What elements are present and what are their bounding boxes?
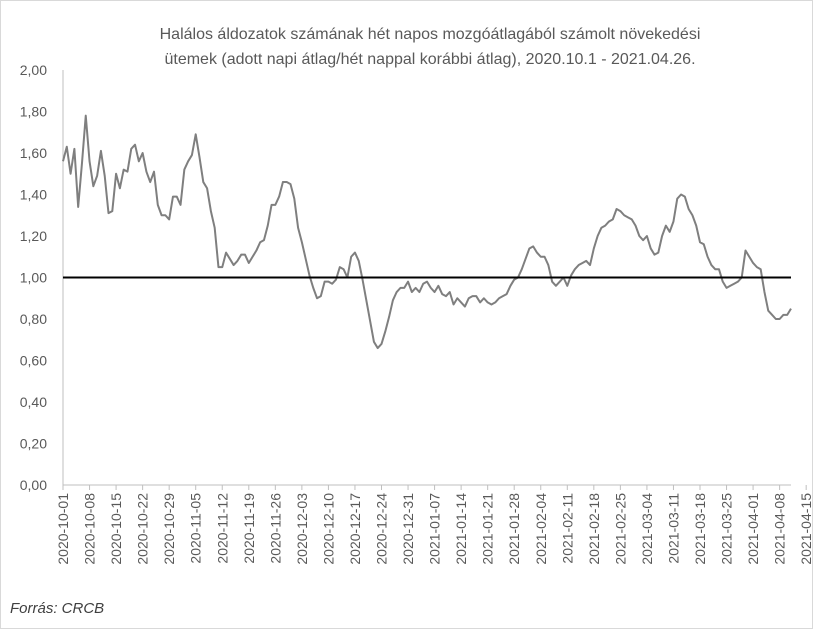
series-line: [62, 114, 792, 350]
x-tick-label: 2021-02-18: [586, 493, 602, 565]
y-tick-label: 0,80: [20, 311, 47, 327]
y-tick-label: 1,60: [20, 145, 47, 161]
x-tick-label: 2020-11-05: [188, 493, 204, 564]
x-tick-label: 2020-11-12: [214, 493, 230, 564]
y-tick-label: 0,20: [20, 436, 47, 452]
x-tick-label: 2020-10-01: [55, 493, 71, 565]
x-tick-label: 2020-12-10: [320, 493, 336, 565]
x-tick-label: 2020-12-03: [294, 493, 310, 565]
x-tick-label: 2020-10-08: [82, 493, 98, 565]
x-tick-label: 2021-04-15: [798, 493, 813, 565]
x-tick-label: 2020-12-31: [400, 493, 416, 565]
x-tick-label: 2020-11-19: [241, 493, 257, 564]
x-tick-label: 2021-03-18: [692, 493, 708, 565]
source-note: Forrás: CRCB: [10, 600, 105, 617]
x-tick-label: 2021-02-25: [612, 493, 628, 565]
x-tick-label: 2021-01-07: [427, 493, 443, 565]
y-tick-label: 1,80: [20, 104, 47, 120]
x-tick-label: 2020-10-15: [108, 493, 124, 565]
x-tick-label: 2021-04-01: [745, 493, 761, 565]
x-tick-label: 2020-11-26: [267, 493, 283, 564]
x-tick-label: 2021-01-21: [480, 493, 496, 565]
chart-title: Halálos áldozatok számának hét napos moz…: [60, 22, 800, 72]
chart-title-line-1: Halálos áldozatok számának hét napos moz…: [159, 26, 701, 43]
y-tick-label: 1,20: [20, 228, 47, 244]
y-tick-label: 0,60: [20, 353, 47, 369]
x-tick-label: 2021-03-11: [665, 493, 681, 564]
chart-title-line-2: ütemek (adott napi átlag/hét nappal korá…: [164, 51, 696, 68]
y-tick-label: 2,00: [20, 62, 47, 78]
x-tick-label: 2020-12-24: [374, 493, 390, 565]
x-tick-label: 2020-10-22: [135, 493, 151, 565]
y-tick-label: 1,00: [20, 270, 47, 286]
y-tick-label: 1,40: [20, 187, 47, 203]
x-tick-label: 2021-01-28: [506, 493, 522, 565]
x-tick-label: 2021-03-25: [719, 493, 735, 565]
x-tick-label: 2021-02-11: [559, 493, 575, 564]
y-tick-label: 0,40: [20, 394, 47, 410]
y-tick-label: 0,00: [20, 477, 47, 493]
x-tick-label: 2021-03-04: [639, 493, 655, 565]
x-tick-label: 2021-02-04: [533, 493, 549, 565]
x-tick-label: 2020-12-17: [347, 493, 363, 565]
x-tick-label: 2021-01-14: [453, 493, 469, 565]
x-tick-label: 2021-04-08: [772, 493, 788, 565]
x-tick-label: 2020-10-29: [161, 493, 177, 565]
